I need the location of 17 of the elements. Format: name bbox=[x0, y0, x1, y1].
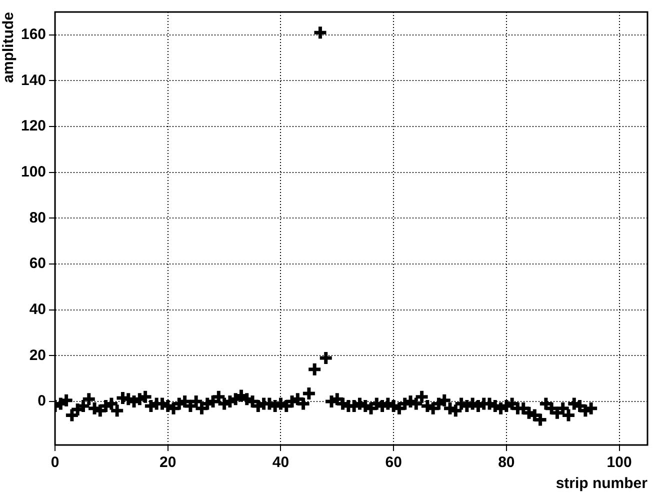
y-tick-label: 140 bbox=[20, 72, 46, 89]
x-tick-label: 40 bbox=[272, 454, 290, 472]
y-tick-label: 0 bbox=[38, 392, 46, 410]
x-tick-label: 20 bbox=[160, 454, 176, 472]
y-axis-title: amplitude bbox=[0, 12, 18, 83]
x-tick-label: 60 bbox=[385, 454, 402, 472]
y-tick-label: 80 bbox=[29, 209, 46, 226]
x-axis-title: strip number bbox=[556, 475, 648, 492]
y-tick-label: 40 bbox=[29, 300, 46, 318]
y-tick-label: 160 bbox=[20, 26, 46, 44]
y-tick-label: 60 bbox=[29, 255, 46, 272]
x-tick-label: 80 bbox=[498, 454, 515, 472]
x-tick-label: 0 bbox=[50, 454, 60, 472]
y-tick-label: 20 bbox=[29, 346, 46, 364]
x-tick-label: 100 bbox=[606, 454, 632, 472]
y-tick-label: 120 bbox=[20, 118, 46, 135]
y-tick-label: 100 bbox=[20, 164, 46, 181]
